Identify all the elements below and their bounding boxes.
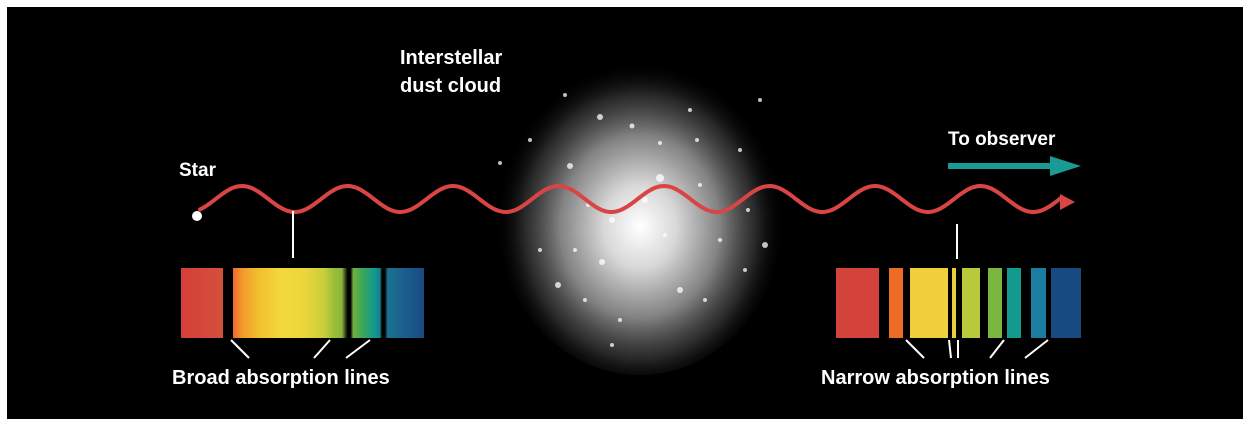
observer-label: To observer [948,129,1056,150]
observer-arrow [948,156,1081,176]
dust-cloud-label-line2: dust cloud [400,75,502,97]
dust-speck [718,238,722,242]
dust-speck [498,161,502,165]
dust-cloud-label-line1: Interstellar [400,47,503,69]
dust-speck [599,259,605,265]
narrow-pointer-lines [905,339,1049,359]
dust-speck [528,138,532,142]
narrow-lines-label: Narrow absorption lines [821,367,1050,389]
dust-speck [746,208,750,212]
dust-speck [695,138,699,142]
dust-cloud-label: Interstellar dust cloud [400,44,502,100]
dust-speck [698,183,702,187]
dust-speck [743,268,747,272]
dust-speck [583,298,587,302]
dust-speck [610,343,614,347]
broad-spectrum [181,268,424,338]
dust-speck [762,242,768,248]
dust-speck [677,287,683,293]
dust-speck [656,174,664,182]
dust-speck [563,93,567,97]
narrow-spectrum [836,268,1081,338]
dust-speck [658,141,662,145]
dust-speck [663,233,667,237]
dust-speck [738,148,742,152]
dust-speck [642,197,648,203]
dust-speck [567,163,573,169]
dust-speck [538,248,542,252]
broad-pointer-lines [230,339,371,359]
wave-arrowhead [1060,194,1075,210]
dust-speck [688,108,692,112]
dust-speck [597,114,603,120]
star-label: Star [179,160,216,181]
dust-speck [609,217,615,223]
dust-cloud [495,45,785,375]
dust-speck [758,98,762,102]
broad-lines-label: Broad absorption lines [172,367,390,389]
dust-speck [618,318,622,322]
dust-speck [629,123,635,129]
dust-speck [555,282,561,288]
star-dot [192,211,202,221]
dust-speck [573,248,577,252]
light-wave [198,183,1064,215]
dust-speck [703,298,707,302]
